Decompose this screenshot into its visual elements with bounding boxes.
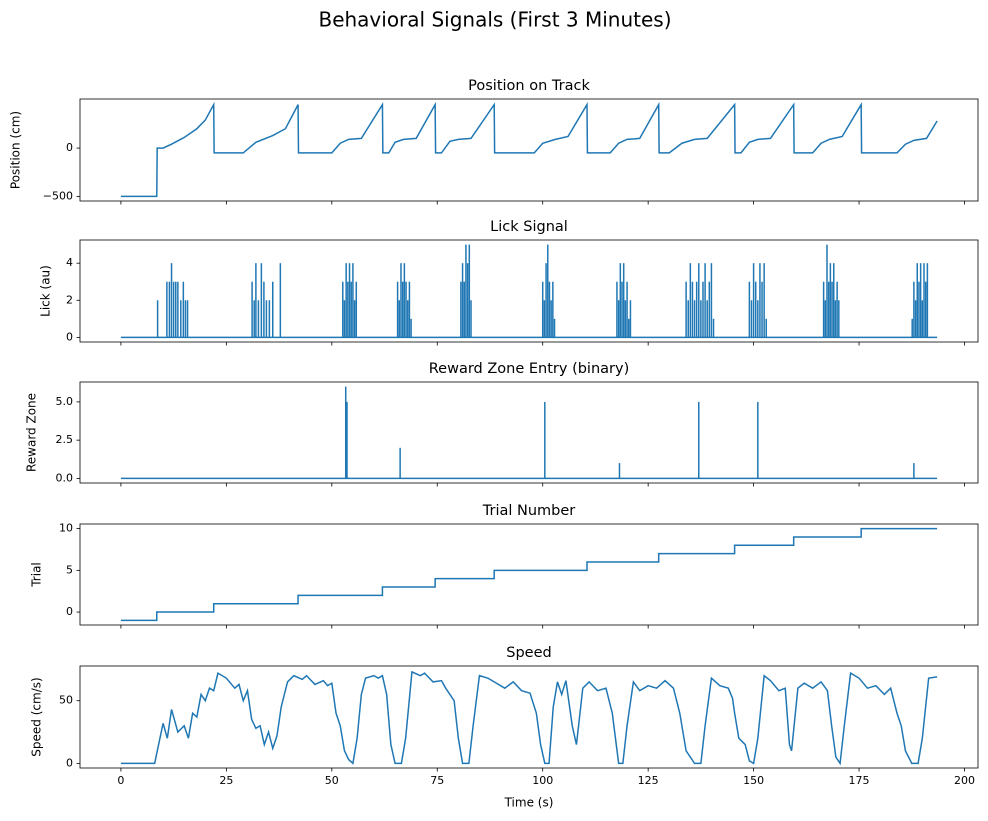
plot-area — [120, 670, 938, 766]
y-tick-label: 10 — [59, 522, 73, 535]
y-tick-label: 0 — [66, 605, 73, 618]
y-axis-label: Reward Zone — [25, 393, 39, 472]
plot-area — [120, 101, 938, 198]
y-tick-label: 0 — [66, 330, 73, 343]
panel-title: Position on Track — [468, 78, 590, 94]
y-tick-label: 50 — [59, 694, 73, 707]
y-tick-label: 5 — [66, 563, 73, 576]
y-tick-label: 0 — [66, 756, 73, 769]
y-axis-label: Trial — [30, 562, 44, 588]
series-line — [120, 670, 938, 766]
x-tick-label: 75 — [430, 774, 444, 787]
plot-area — [120, 527, 938, 622]
figure-title: Behavioral Signals (First 3 Minutes) — [318, 8, 671, 32]
plot-area — [120, 244, 938, 339]
x-tick-label: 125 — [638, 774, 659, 787]
series-line — [120, 101, 938, 198]
y-tick-label: 5.0 — [56, 395, 74, 408]
x-tick-label: 200 — [954, 774, 975, 787]
y-axis-label: Lick (au) — [39, 265, 53, 317]
y-axis-label: Speed (cm/s) — [30, 677, 44, 756]
plot-area — [120, 386, 938, 480]
panel-title: Speed — [506, 645, 551, 661]
y-tick-label: 2.5 — [56, 433, 74, 446]
axes-frame — [79, 665, 979, 769]
x-tick-label: 175 — [849, 774, 870, 787]
y-tick-label: 4 — [66, 256, 73, 269]
axes-frame — [79, 523, 979, 626]
x-tick-label: 0 — [117, 774, 124, 787]
axes-frame — [79, 381, 979, 484]
x-axis-label: Time (s) — [504, 796, 554, 810]
x-tick-label: 50 — [325, 774, 339, 787]
y-axis-label: Position (cm) — [9, 111, 23, 189]
y-tick-label: 2 — [66, 293, 73, 306]
y-tick-label: 0.0 — [56, 471, 74, 484]
axes-frame — [79, 98, 979, 202]
panel-title: Reward Zone Entry (binary) — [429, 361, 630, 377]
x-tick-label: 100 — [532, 774, 553, 787]
y-tick-label: −500 — [43, 189, 73, 202]
x-tick-label: 150 — [743, 774, 764, 787]
axes-frame — [79, 239, 979, 343]
series-step — [120, 527, 938, 622]
x-tick-label: 25 — [219, 774, 233, 787]
panel-title: Lick Signal — [490, 219, 568, 235]
y-tick-label: 0 — [66, 141, 73, 154]
panel-title: Trial Number — [482, 503, 576, 519]
